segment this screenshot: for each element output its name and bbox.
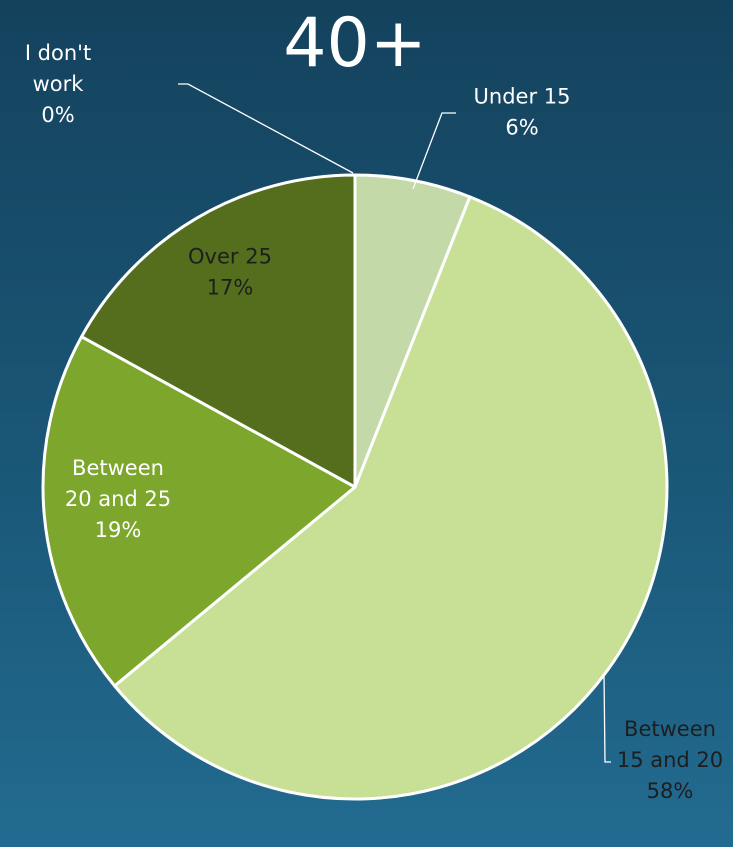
slice-category-label: work xyxy=(33,72,85,96)
leader-line-between-15-and-20 xyxy=(603,674,611,763)
leader-line-i-don-t-work xyxy=(178,83,354,174)
slice-percent-label: 19% xyxy=(95,518,142,542)
slice-percent-label: 6% xyxy=(505,116,538,140)
pie-slices xyxy=(41,173,669,801)
slice-category-label: I don't xyxy=(25,41,91,65)
pie-slice-between-20-and-25 xyxy=(41,335,357,688)
slice-labels: Under 15 6% Between 15 and 20 58% Between 20 a… xyxy=(25,41,723,803)
slice-percent-label: 0% xyxy=(41,103,74,127)
slice-category-label: 15 and 20 xyxy=(617,748,723,772)
chart-title: 40+ xyxy=(283,4,427,83)
slice-label-i-don-t-work: I don't work 0% xyxy=(25,41,91,127)
slice-percent-label: 58% xyxy=(647,779,694,803)
slice-category-label: 20 and 25 xyxy=(65,487,171,511)
slice-category-label: Over 25 xyxy=(188,245,272,269)
slice-label-between-20-and-25: Between 20 and 25 19% xyxy=(65,456,171,542)
slice-label-between-15-and-20: Between 15 and 20 58% xyxy=(617,717,723,803)
pie-slice-over-25 xyxy=(80,173,357,489)
slice-label-over-25: Over 25 17% xyxy=(188,245,272,300)
slice-category-label: Under 15 xyxy=(474,85,571,109)
leader-lines xyxy=(178,83,611,763)
slice-category-label: Between xyxy=(72,456,164,480)
slice-percent-label: 17% xyxy=(207,276,254,300)
slice-label-under-15: Under 15 6% xyxy=(474,85,571,140)
leader-line-under-15 xyxy=(412,112,456,190)
slice-category-label: Between xyxy=(624,717,716,741)
pie-slice-between-15-and-20 xyxy=(113,195,669,801)
